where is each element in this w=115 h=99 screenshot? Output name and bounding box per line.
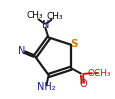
- Text: CH₃: CH₃: [46, 11, 62, 20]
- Text: OCH₃: OCH₃: [86, 69, 110, 78]
- Text: O: O: [78, 79, 86, 89]
- Text: N: N: [41, 20, 49, 30]
- Text: CH₃: CH₃: [27, 11, 43, 20]
- Text: N: N: [18, 46, 25, 56]
- Text: NH₂: NH₂: [36, 82, 55, 92]
- Text: S: S: [69, 39, 77, 49]
